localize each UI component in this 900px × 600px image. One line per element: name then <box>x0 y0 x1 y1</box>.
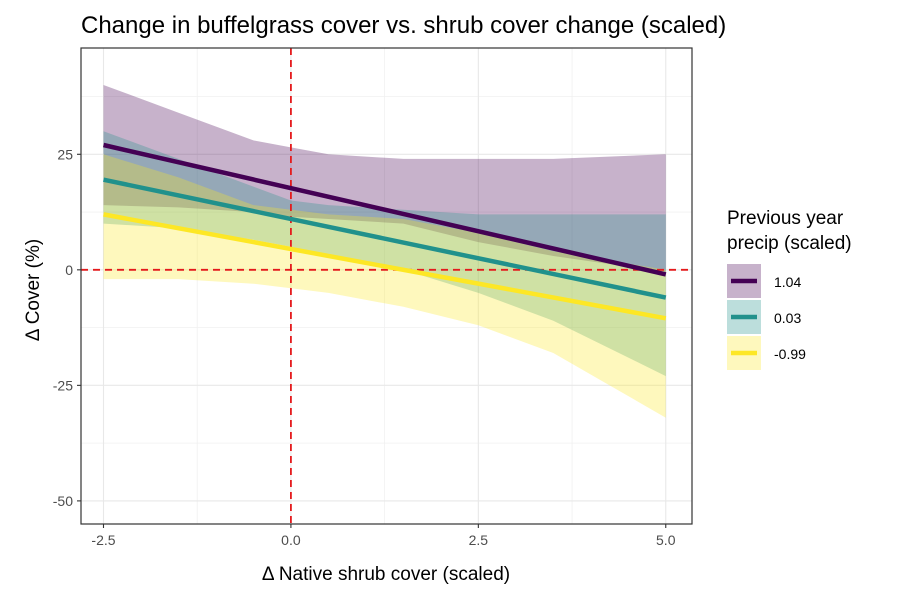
chart-title: Change in buffelgrass cover vs. shrub co… <box>81 12 726 39</box>
y-tick-label: 0 <box>65 262 73 278</box>
ci-band-1 <box>103 85 666 273</box>
series-line-2 <box>103 177 667 300</box>
plot-area <box>81 48 692 524</box>
ci-band-2 <box>103 131 666 377</box>
y-axis-title: Δ Cover (%) <box>23 239 44 341</box>
legend-item: -0.99 <box>727 336 806 370</box>
legend-label: 1.04 <box>774 274 801 290</box>
legend-items: 1.04 0.03 -0.99 <box>727 264 806 370</box>
legend-label: -0.99 <box>774 346 806 362</box>
legend-item: 0.03 <box>727 300 801 334</box>
legend-item: 1.04 <box>727 264 801 298</box>
series-line-3 <box>103 212 667 321</box>
legend-title-line-1: Previous year <box>727 208 844 229</box>
y-tick-label: -50 <box>53 493 73 509</box>
x-axis-title: Δ Native shrub cover (scaled) <box>262 564 510 585</box>
y-tick-label: 25 <box>57 146 73 162</box>
x-tick-label: -2.5 <box>91 532 115 548</box>
legend-title-line-2: precip (scaled) <box>727 233 852 254</box>
ci-band-3 <box>103 154 666 418</box>
legend: Previous year precip (scaled) 1.04 0.03 -0… <box>727 208 852 370</box>
x-tick-label: 0.0 <box>281 532 301 548</box>
x-tick-label: 2.5 <box>469 532 489 548</box>
panel-border <box>80 47 693 525</box>
x-tick-label: 5.0 <box>656 532 676 548</box>
axes: -2.5 0.0 2.5 5.0 -50 -25 0 25 <box>53 47 693 548</box>
legend-label: 0.03 <box>774 310 801 326</box>
series-line-1 <box>102 142 667 277</box>
plot-background <box>81 48 692 524</box>
y-tick-label: -25 <box>53 377 73 393</box>
